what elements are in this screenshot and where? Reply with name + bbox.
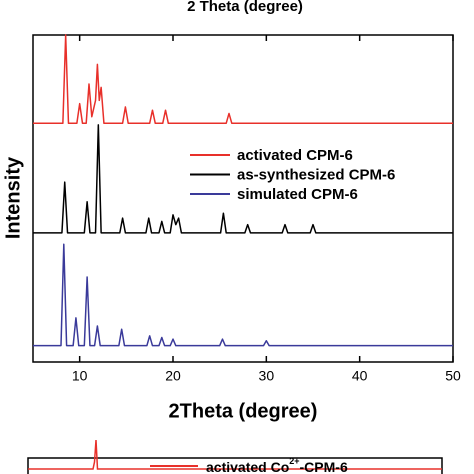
legend-label: activated CPM-6	[237, 147, 353, 164]
legend-superscript: 2+	[289, 456, 299, 466]
legend-text: -CPM-6	[300, 459, 348, 474]
x-axis-label: 2Theta (degree)	[169, 400, 318, 422]
x-tick-label: 30	[259, 368, 275, 384]
lower-panel-trace	[28, 439, 442, 470]
legend-label: simulated CPM-6	[237, 186, 358, 203]
legend-text: activated Co	[206, 459, 289, 474]
plot-frame	[32, 34, 454, 363]
x-tick-label: 20	[165, 368, 181, 384]
pattern-line	[33, 243, 453, 347]
x-tick-label: 40	[352, 368, 368, 384]
lower-legend-label: activated Co2+-CPM-6	[206, 456, 348, 474]
x-tick-label: 10	[72, 368, 88, 384]
pattern-line	[33, 34, 453, 125]
y-axis-label: Intensity	[2, 156, 24, 239]
legend-label: as-synthesized CPM-6	[237, 166, 395, 183]
pattern-line	[33, 124, 453, 234]
cropped-top-label: 2 Theta (degree)	[187, 0, 303, 15]
lower-panel-frame	[27, 457, 443, 474]
x-tick-label: 50	[445, 368, 461, 384]
